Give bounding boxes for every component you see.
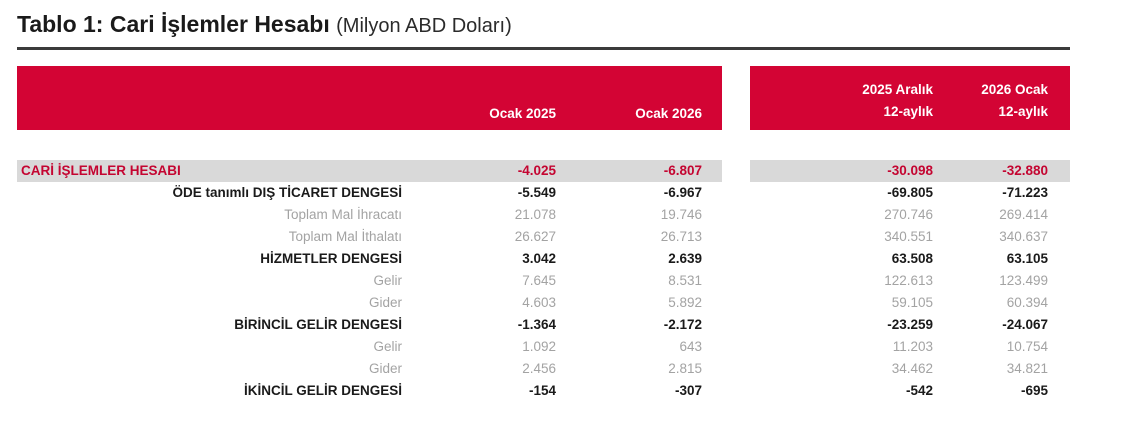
- row-label: Toplam Mal İhracatı: [284, 207, 402, 222]
- column-header-ocak-2026: Ocak 2026: [635, 106, 702, 121]
- column-header-line1: 2026 Ocak: [981, 82, 1048, 97]
- value-cell: 340.551: [884, 229, 933, 244]
- row-gutter: [722, 292, 750, 314]
- column-header-ocak-2025: Ocak 2025: [489, 106, 556, 121]
- value-cell: -542: [905, 383, 933, 398]
- column-header-2026-ocak-12-aylik: 2026 Ocak 12-aylık: [933, 79, 1048, 123]
- value-cell: -24.067: [1002, 317, 1048, 332]
- row-gutter: [722, 314, 750, 336]
- value-cell: -23.259: [887, 317, 933, 332]
- row-label: Gider: [368, 361, 402, 376]
- value-cell: 4.603: [522, 295, 556, 310]
- value-cell: -32.880: [933, 160, 1070, 182]
- value-cell: 26.713: [660, 229, 702, 244]
- row-label: ÖDE tanımlı DIŞ TİCARET DENGESİ: [172, 185, 402, 200]
- value-cell: 1.092: [522, 339, 556, 354]
- table-title: Tablo 1: Cari İşlemler Hesabı: [17, 11, 330, 37]
- row-gutter: [722, 248, 750, 270]
- value-cell: -30.098: [750, 160, 933, 182]
- row-label: Gider: [368, 295, 402, 310]
- column-header-2025-aralik-12-aylik: 2025 Aralık 12-aylık: [750, 79, 933, 123]
- table-header: Ocak 2025 Ocak 2026 2025 Aralık 12-aylık…: [17, 66, 1070, 130]
- row-gutter: [722, 182, 750, 204]
- row-label: BİRİNCİL GELİR DENGESİ: [234, 317, 402, 332]
- value-cell: 340.637: [999, 229, 1048, 244]
- value-cell: -71.223: [1002, 185, 1048, 200]
- value-cell: -4.025: [406, 160, 556, 182]
- value-cell: 5.892: [668, 295, 702, 310]
- value-cell: -154: [528, 383, 556, 398]
- value-cell: 643: [679, 339, 702, 354]
- value-cell: 8.531: [668, 273, 702, 288]
- row-gutter: [722, 358, 750, 380]
- column-header-line2: 12-aylık: [998, 104, 1048, 119]
- table-row-dis-ticaret-dengesi: ÖDE tanımlı DIŞ TİCARET DENGESİ -5.549 -…: [17, 182, 1070, 204]
- value-cell: 7.645: [522, 273, 556, 288]
- value-cell: 11.203: [892, 339, 933, 354]
- value-cell: 34.821: [1006, 361, 1048, 376]
- table-row-hizmetler-dengesi: HİZMETLER DENGESİ 3.042 2.639 63.508 63.…: [17, 248, 1070, 270]
- value-cell: -6.967: [663, 185, 702, 200]
- value-cell: 26.627: [514, 229, 556, 244]
- value-cell: -69.805: [887, 185, 933, 200]
- table-row-hizmetler-gider: Gider 4.603 5.892 59.105 60.394: [17, 292, 1070, 314]
- row-label: Gelir: [373, 339, 402, 354]
- table-row-cari-islemler-hesabi: CARİ İŞLEMLER HESABI -4.025 -6.807 -30.0…: [17, 160, 1070, 182]
- table-row-toplam-mal-ithalati: Toplam Mal İthalatı 26.627 26.713 340.55…: [17, 226, 1070, 248]
- value-cell: -307: [674, 383, 702, 398]
- column-header-line2: 12-aylık: [883, 104, 933, 119]
- value-cell: 63.508: [891, 251, 933, 266]
- value-cell: -6.807: [556, 160, 722, 182]
- value-cell: 60.394: [1006, 295, 1048, 310]
- header-monthly-block: Ocak 2025 Ocak 2026: [17, 66, 722, 130]
- value-cell: 2.639: [668, 251, 702, 266]
- row-gutter: [722, 270, 750, 292]
- row-gutter: [722, 160, 750, 182]
- row-gutter: [722, 380, 750, 402]
- value-cell: 59.105: [891, 295, 933, 310]
- row-label: Toplam Mal İthalatı: [288, 229, 402, 244]
- table-row-birincil-gelir-dengesi: BİRİNCİL GELİR DENGESİ -1.364 -2.172 -23…: [17, 314, 1070, 336]
- row-gutter: [722, 336, 750, 358]
- title-rule: [17, 47, 1070, 50]
- table-row-birincil-gelir: Gelir 1.092 643 11.203 10.754: [17, 336, 1070, 358]
- value-cell: -695: [1020, 383, 1048, 398]
- value-cell: 270.746: [884, 207, 933, 222]
- value-cell: -1.364: [517, 317, 556, 332]
- value-cell: -5.549: [517, 185, 556, 200]
- table-title-unit: (Milyon ABD Doları): [336, 15, 512, 37]
- table-body: CARİ İŞLEMLER HESABI -4.025 -6.807 -30.0…: [17, 160, 1138, 402]
- value-cell: 3.042: [522, 251, 556, 266]
- row-label: CARİ İŞLEMLER HESABI: [17, 160, 406, 182]
- value-cell: 34.462: [891, 361, 933, 376]
- row-label: HİZMETLER DENGESİ: [260, 251, 402, 266]
- table-row-ikincil-gelir-dengesi: İKİNCİL GELİR DENGESİ -154 -307 -542 -69…: [17, 380, 1070, 402]
- page-title: Tablo 1: Cari İşlemler Hesabı (Milyon AB…: [17, 0, 1138, 41]
- table-row-toplam-mal-ihracati: Toplam Mal İhracatı 21.078 19.746 270.74…: [17, 204, 1070, 226]
- row-gutter: [722, 204, 750, 226]
- value-cell: 63.105: [1006, 251, 1048, 266]
- value-cell: -2.172: [663, 317, 702, 332]
- value-cell: 10.754: [1006, 339, 1048, 354]
- column-header-line1: 2025 Aralık: [862, 82, 933, 97]
- row-gutter: [722, 226, 750, 248]
- header-annual-block: 2025 Aralık 12-aylık 2026 Ocak 12-aylık: [750, 66, 1070, 130]
- value-cell: 21.078: [514, 207, 556, 222]
- table-row-birincil-gider: Gider 2.456 2.815 34.462 34.821: [17, 358, 1070, 380]
- table-row-hizmetler-gelir: Gelir 7.645 8.531 122.613 123.499: [17, 270, 1070, 292]
- value-cell: 122.613: [884, 273, 933, 288]
- value-cell: 123.499: [999, 273, 1048, 288]
- row-label: İKİNCİL GELİR DENGESİ: [243, 383, 402, 398]
- value-cell: 19.746: [660, 207, 702, 222]
- value-cell: 2.815: [668, 361, 702, 376]
- row-label: Gelir: [373, 273, 402, 288]
- header-gutter: [722, 66, 750, 130]
- value-cell: 269.414: [999, 207, 1048, 222]
- value-cell: 2.456: [522, 361, 556, 376]
